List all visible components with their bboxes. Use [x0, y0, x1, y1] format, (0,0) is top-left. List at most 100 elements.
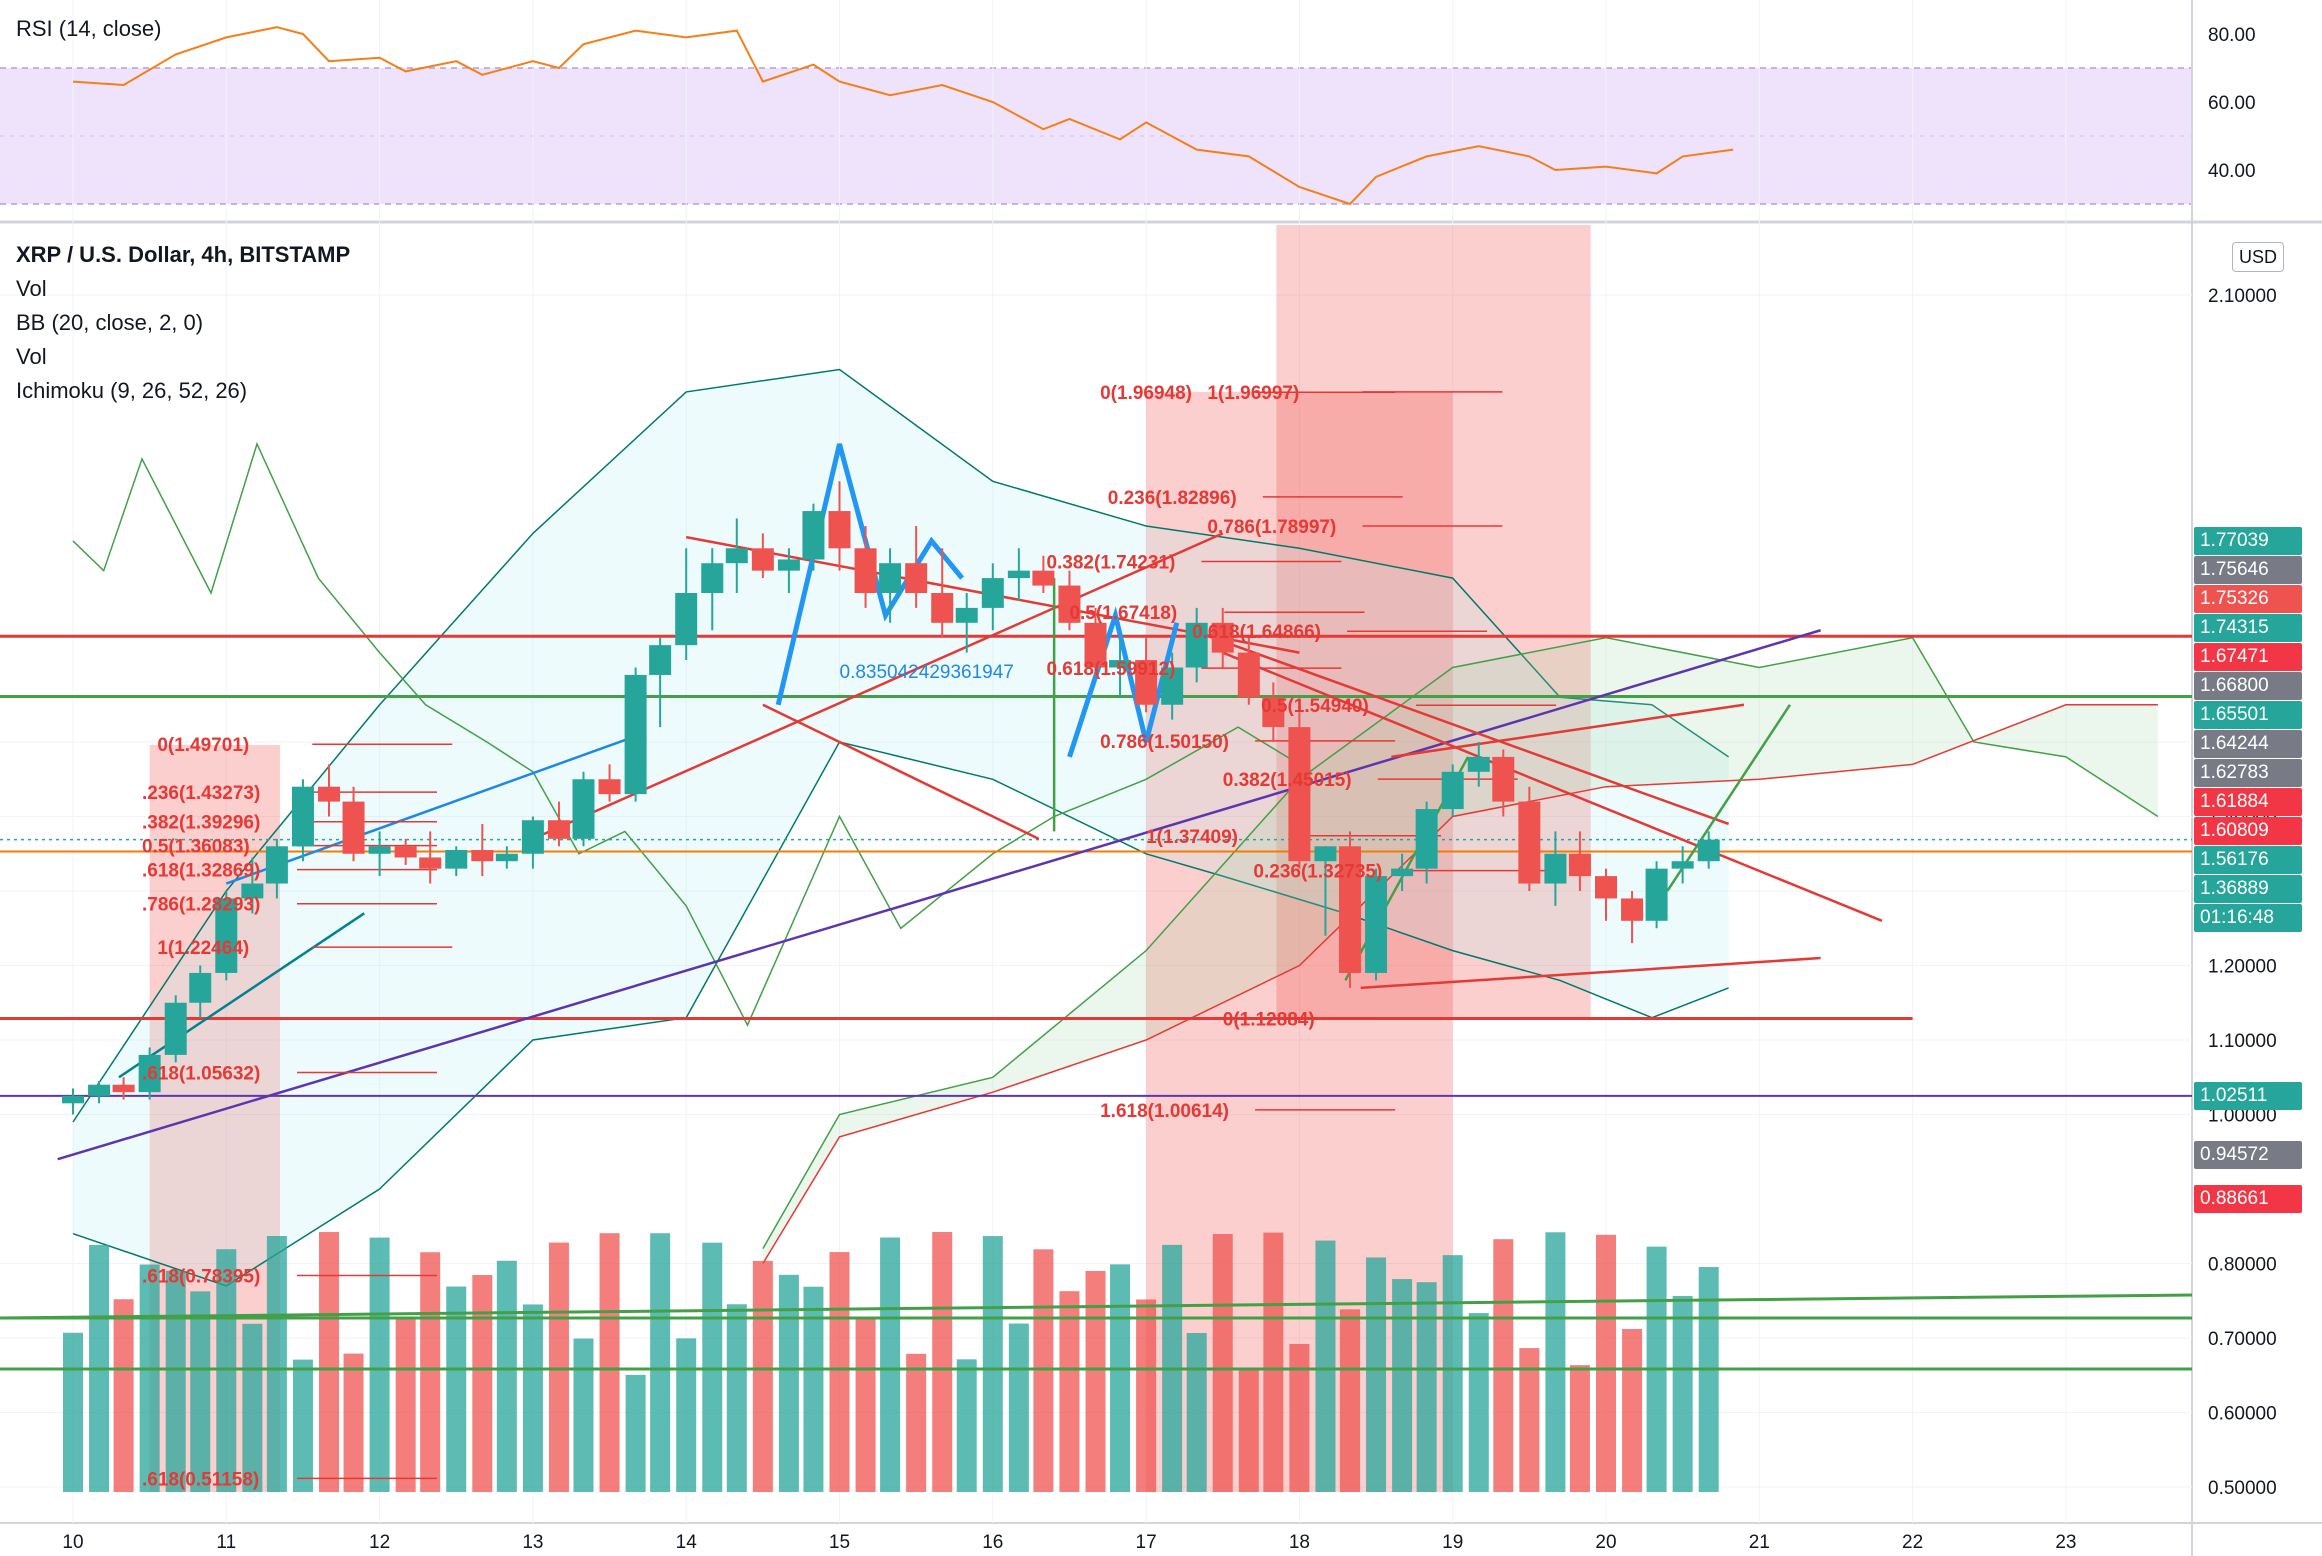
volume-bar [139, 1264, 160, 1492]
candle-body [368, 846, 391, 854]
fib-label: .236(1.43273) [142, 783, 260, 804]
ichimoku-lagging [72, 441, 1300, 1027]
trend-line [1391, 703, 1745, 759]
bollinger-fill [73, 369, 1729, 1286]
time-tick-label: 16 [982, 1532, 1003, 1553]
volume-bar [1212, 1234, 1233, 1492]
volume-bar [1085, 1270, 1106, 1492]
price-tick-label: 0.80000 [2208, 1255, 2277, 1276]
candle-body [112, 1084, 135, 1093]
fib-label: 0.618(1.64866) [1192, 622, 1321, 643]
candle-body [751, 548, 774, 571]
price-tag: 1.65501 [2194, 700, 2302, 729]
candle-body [955, 607, 978, 623]
candle-body [1441, 771, 1464, 810]
volume-bar [855, 1318, 876, 1492]
candle-body [1084, 622, 1107, 668]
volume-bar [956, 1359, 977, 1492]
candle-body [1338, 846, 1361, 973]
candle-body [62, 1095, 84, 1104]
volume-bar [496, 1260, 517, 1492]
candle-body [1288, 727, 1311, 862]
volume-bar [803, 1286, 824, 1492]
volume-bar [165, 1270, 186, 1492]
volume-legend-2[interactable]: Vol [16, 344, 47, 369]
symbol-legend[interactable]: XRP / U.S. Dollar, 4h, BITSTAMP [16, 242, 351, 267]
candle-body [88, 1084, 111, 1096]
currency-button[interactable]: USD [2232, 242, 2284, 272]
candle-body [777, 559, 800, 571]
candle-body [1645, 868, 1668, 921]
volume-bar [676, 1338, 697, 1492]
trend-line [225, 733, 641, 885]
fib-label: .786(1.28293) [142, 895, 260, 916]
fib-label: 0.5(1.67418) [1069, 603, 1177, 624]
highlight-zone [1276, 225, 1591, 1019]
price-tick-label: 1.20000 [2208, 957, 2277, 978]
trend-line [1222, 651, 1883, 922]
candle-body [1671, 861, 1694, 869]
volume-bar [1392, 1279, 1413, 1492]
ichimoku-legend[interactable]: Ichimoku (9, 26, 52, 26) [16, 378, 248, 403]
candle-body [725, 548, 748, 564]
price-tag: 1.64244 [2194, 729, 2302, 758]
candle-body [394, 846, 417, 858]
price-tick-label: 0.70000 [2208, 1329, 2277, 1350]
volume-bar [726, 1304, 747, 1492]
candle-body [215, 898, 238, 973]
price-tag: 1.02511 [2194, 1081, 2302, 1110]
time-tick-label: 21 [1749, 1532, 1770, 1553]
volume-legend[interactable]: Vol [16, 276, 47, 301]
fib-label: 1.618(1.00614) [1100, 1101, 1229, 1122]
volume-bar [472, 1275, 493, 1492]
candle-body [1415, 809, 1438, 869]
candle-body [164, 1002, 187, 1055]
volume-bar [190, 1291, 211, 1492]
candle-body [572, 779, 595, 839]
price-tag: 0.88661 [2194, 1184, 2302, 1213]
volume-bar [702, 1242, 723, 1492]
candle-body [802, 511, 825, 560]
candle-body [521, 820, 544, 854]
volume-bar [395, 1318, 416, 1492]
candle-body [624, 674, 647, 795]
time-tick-label: 12 [369, 1532, 390, 1553]
volume-bar [599, 1233, 620, 1492]
volume-bar [319, 1232, 340, 1492]
volume-bar [266, 1236, 287, 1492]
time-tick-label: 22 [1902, 1532, 1923, 1553]
time-tick-label: 15 [829, 1532, 850, 1553]
candle-body [1135, 660, 1158, 705]
candle-body [1007, 570, 1030, 579]
fib-label: 0.236(1.32735) [1253, 862, 1382, 883]
price-tick-label: 2.10000 [2208, 286, 2277, 307]
price-tag: 1.75646 [2194, 555, 2302, 584]
volume-bar [1493, 1239, 1514, 1492]
price-tag: 0.94572 [2194, 1140, 2302, 1169]
countdown-tag: 01:16:48 [2194, 903, 2302, 932]
candle-body [241, 883, 264, 899]
volume-bar [343, 1353, 364, 1492]
volume-bar [625, 1374, 646, 1492]
price-tag: 1.66800 [2194, 671, 2302, 700]
volume-bar [63, 1332, 83, 1492]
time-tick-label: 11 [216, 1532, 236, 1553]
time-tick-label: 10 [62, 1532, 83, 1553]
rsi-legend[interactable]: RSI (14, close) [16, 16, 162, 41]
candle-body [598, 779, 621, 795]
candle-body [675, 593, 698, 646]
price-tag: 1.61884 [2194, 787, 2302, 816]
volume-bar [1186, 1332, 1207, 1492]
candle-body [981, 578, 1004, 608]
fib-label: 0.236(1.82896) [1108, 488, 1237, 509]
candle-body [931, 593, 954, 623]
fib-label: .618(0.78395) [142, 1266, 260, 1287]
volume-bar [292, 1359, 313, 1492]
candle-body [189, 972, 212, 1003]
fib-label: 0.786(1.50150) [1100, 732, 1229, 753]
trend-line [1360, 956, 1821, 990]
fib-label: 0.618(1.59912) [1046, 659, 1175, 680]
bollinger-legend[interactable]: BB (20, close, 2, 0) [16, 310, 204, 335]
volume-bar [1339, 1309, 1360, 1492]
